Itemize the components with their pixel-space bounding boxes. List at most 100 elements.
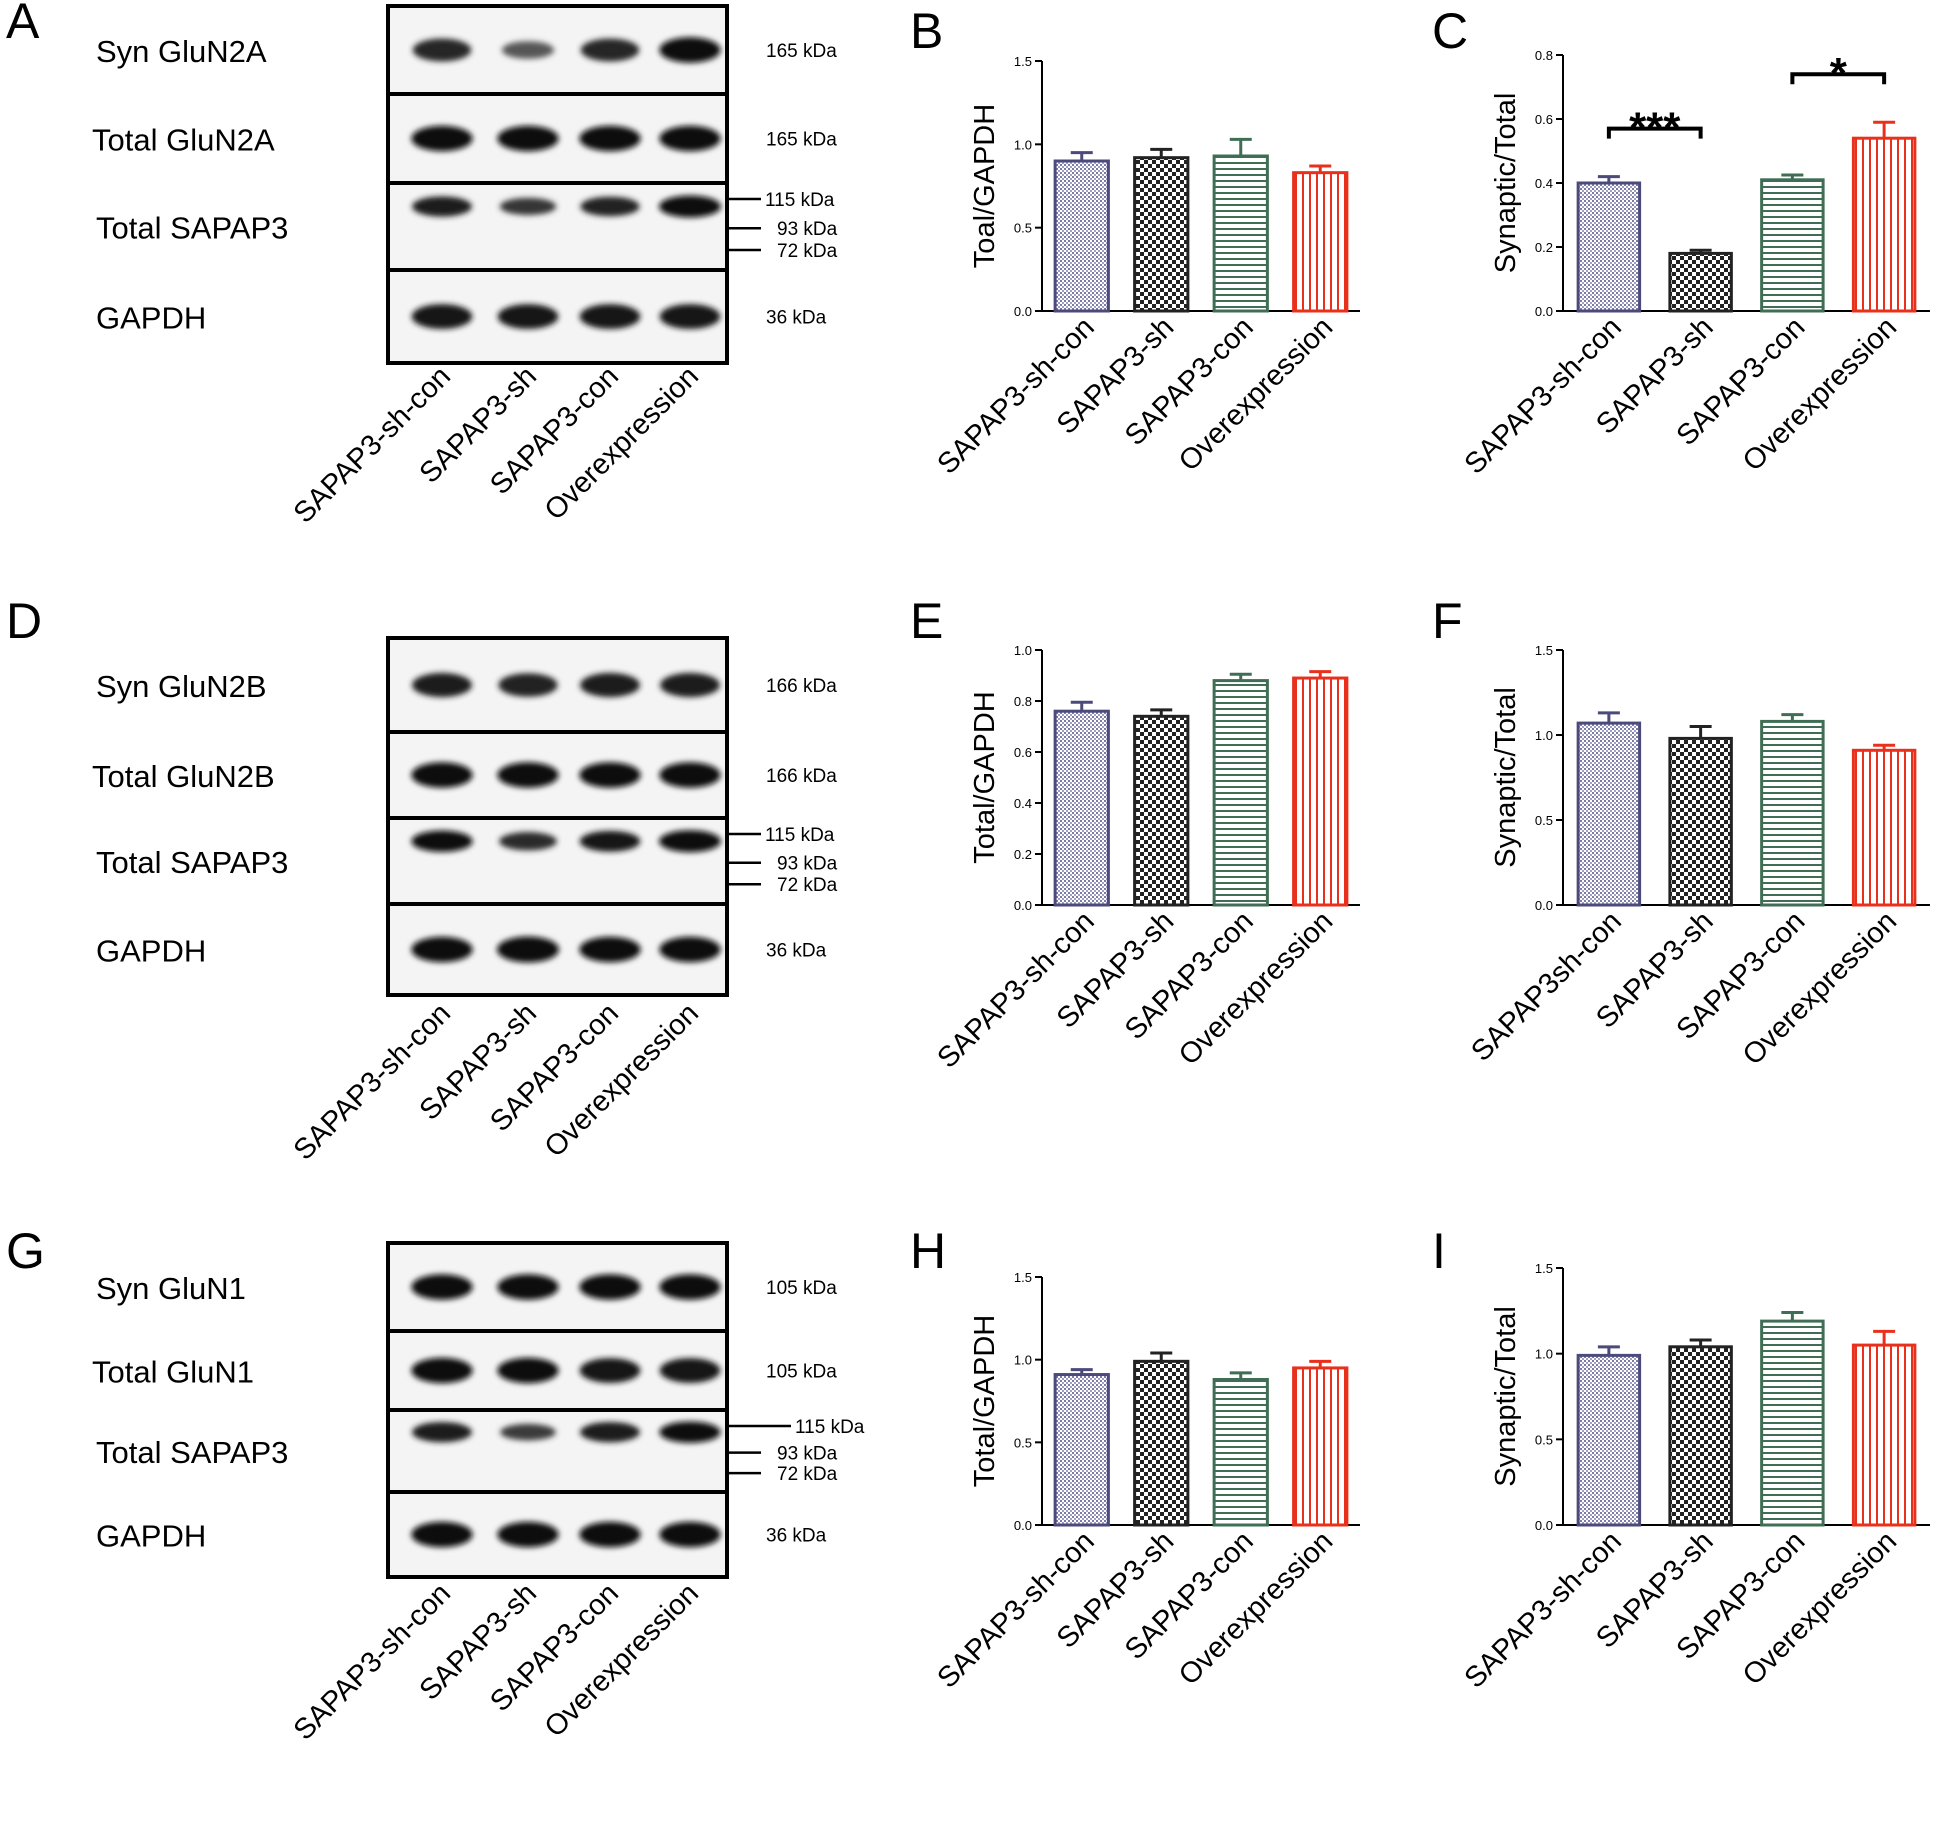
kda-label: 166 kDa [766,766,837,787]
panel-label: A [6,0,40,49]
blot-band [659,936,721,963]
y-tick-label: 0.0 [1535,304,1553,319]
blot-row-label: Total GluN1 [92,1355,254,1390]
bar-1 [1053,159,1110,313]
blot-row: GAPDH 36 kDa [96,902,827,997]
bar-4 [1292,676,1349,907]
chart-panel-C: C 0.0 0.2 0.4 0.6 0.8 Synaptic/Total SAPAP3-sh-… [1432,3,1930,481]
significance-bracket [1790,72,1887,85]
bar-1 [1576,181,1642,313]
blot-row-label: GAPDH [96,1519,206,1554]
bar-4 [1851,748,1917,907]
y-axis-label: Toal/GAPDH [969,104,1001,268]
blot-band [580,38,640,62]
category-label: SAPAP3-sh-con [1459,1525,1628,1694]
y-axis-label: Synaptic/Total [1490,1306,1522,1487]
y-tick-label: 1.5 [1535,1261,1553,1276]
blot-row: Syn GluN2A 165 kDa [96,4,837,96]
category-label: Overexpression [1737,311,1903,477]
blot-band [579,1274,641,1300]
blot-band [659,1421,721,1443]
bar-1 [1053,709,1110,907]
marker-label: 93 kDa [777,854,838,875]
blot-band [411,762,473,788]
bar-3 [1212,1378,1269,1527]
blot-band [497,1357,559,1384]
bar-3 [1760,178,1825,313]
blot-band [411,1357,473,1384]
y-tick-label: 0.6 [1535,112,1553,127]
chart-panel-F: F0.00.51.01.5Synaptic/TotalSAPAP3sh-conS… [1432,593,1930,1072]
bar-2 [1133,156,1190,313]
y-tick-label: 0.0 [1535,1518,1553,1533]
chart-panel-B: B0.00.51.01.5Toal/GAPDHSAPAP3-sh-conSAPA… [910,3,1360,481]
blot-band [412,1422,472,1443]
y-tick-label: 0.5 [1014,1435,1032,1450]
blot-band [659,125,721,152]
panel-label: H [910,1223,946,1279]
panel-label: F [1432,593,1463,649]
kda-label: 36 kDa [766,941,827,962]
blot-band [412,38,472,62]
blot-row-label: Total SAPAP3 [96,845,288,880]
blot-band [659,1358,721,1383]
significance-label: * [1830,49,1848,98]
bar-4 [1292,171,1349,313]
panel-label: I [1432,1223,1446,1279]
kda-label: 36 kDa [766,308,827,329]
blot-band [659,1274,721,1300]
blot-row-label: Total GluN2B [92,759,275,794]
y-tick-label: 0.0 [1014,304,1032,319]
significance-label: *** [1629,104,1681,153]
blot-band [579,304,641,329]
y-tick-label: 0.4 [1014,796,1032,811]
category-label: Overexpression [1737,905,1903,1071]
blot-band [497,1274,559,1300]
bar-4 [1851,136,1917,313]
blot-band [498,673,558,697]
blot-band [411,1274,473,1300]
blot-band [497,936,559,963]
blot-band [659,1521,721,1548]
bar-4 [1851,1343,1917,1527]
blot-row: Total GluN2B 166 kDa [92,730,837,820]
blot-band [411,304,473,329]
marker-label: 115 kDa [765,190,835,211]
chart-panel-E: E0.00.20.40.60.81.0Total/GAPDHSAPAP3-sh-… [910,593,1360,1075]
bar-4 [1292,1366,1349,1527]
y-tick-label: 0.2 [1014,847,1032,862]
y-tick-label: 0.5 [1535,1432,1553,1447]
lane-label: SAPAP3-sh-con [288,360,457,529]
y-tick-label: 0.8 [1014,694,1032,709]
marker-label: 115 kDa [765,825,835,846]
y-tick-label: 0.2 [1535,240,1553,255]
blot-band [497,304,559,329]
blot-row-label: Syn GluN2B [96,669,267,704]
y-tick-label: 1.5 [1014,54,1032,69]
kda-label: 165 kDa [766,130,837,151]
bar-3 [1760,1319,1825,1527]
blot-row: GAPDH 36 kDa [96,1490,827,1579]
blot-band [497,125,559,152]
blot-band [659,195,721,218]
bar-2 [1668,1345,1733,1527]
blot-row: Total GluN1 105 kDa [92,1329,837,1412]
blot-row: Syn GluN2B 166 kDa [96,636,837,734]
bar-3 [1212,679,1269,907]
category-label: Overexpression [1737,1525,1903,1691]
bar-2 [1133,714,1190,907]
y-axis-label: Total/GAPDH [969,691,1001,863]
blot-band [499,832,557,851]
y-axis-label: Synaptic/Total [1490,93,1522,274]
blot-band [580,672,640,698]
y-tick-label: 0.5 [1535,813,1553,828]
blot-row-label: Total SAPAP3 [96,211,288,246]
y-tick-label: 1.0 [1535,728,1553,743]
lane-label: SAPAP3-sh-con [288,997,457,1166]
panel-label: B [910,3,943,59]
blot-band [412,196,472,217]
blot-band [411,830,473,852]
